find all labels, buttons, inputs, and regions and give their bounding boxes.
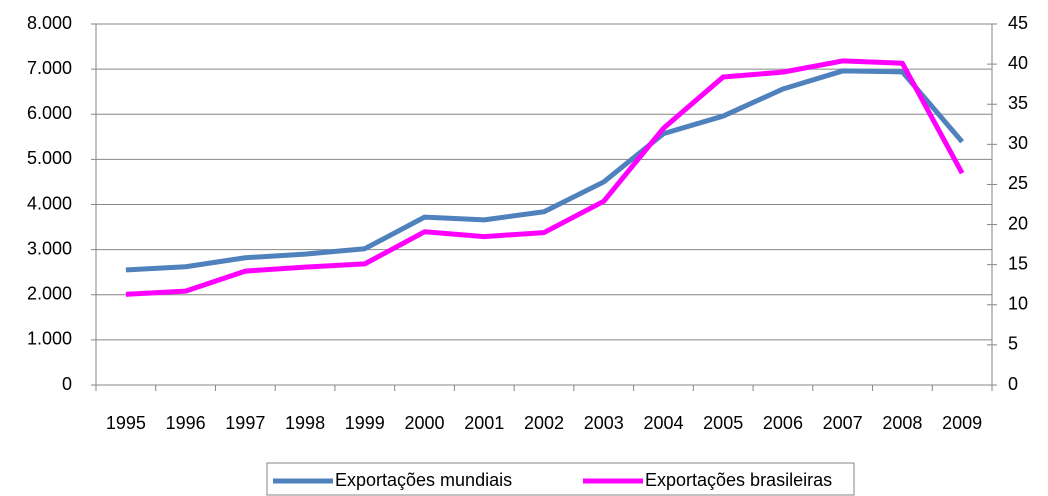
legend-label: Exportações mundiais [335, 470, 512, 490]
x-tick-label: 2001 [464, 413, 504, 433]
y2-tick-label: 40 [1008, 53, 1028, 73]
y2-tick-label: 0 [1008, 374, 1018, 394]
y-tick-label: 4.000 [27, 193, 72, 213]
y-tick-label: 5.000 [27, 148, 72, 168]
y-tick-label: 1.000 [27, 329, 72, 349]
y2-tick-label: 45 [1008, 13, 1028, 33]
y-tick-label: 3.000 [27, 238, 72, 258]
y-tick-label: 6.000 [27, 103, 72, 123]
x-tick-label: 1995 [106, 413, 146, 433]
series-line [125, 68, 965, 273]
y2-tick-label: 35 [1008, 93, 1028, 113]
x-tick-label: 2003 [584, 413, 624, 433]
y-tick-label: 7.000 [27, 58, 72, 78]
x-tick-label: 1998 [285, 413, 325, 433]
x-tick-label: 1996 [166, 413, 206, 433]
x-tick-label: 2005 [703, 413, 743, 433]
x-tick-label: 2004 [643, 413, 683, 433]
legend-box [266, 462, 855, 496]
x-tick-label: 2002 [524, 413, 564, 433]
y2-tick-label: 10 [1008, 294, 1028, 314]
y2-tick-label: 15 [1008, 253, 1028, 273]
x-tick-label: 1997 [225, 413, 265, 433]
y-tick-label: 2.000 [27, 284, 72, 304]
x-tick-label: 2006 [763, 413, 803, 433]
y-tick-label: 0 [62, 374, 72, 394]
x-tick-label: 1999 [345, 413, 385, 433]
y2-tick-label: 30 [1008, 133, 1028, 153]
legend-label: Exportações brasileiras [645, 470, 832, 490]
series-line [125, 58, 965, 297]
y-tick-label: 8.000 [27, 13, 72, 33]
x-tick-label: 2009 [942, 413, 982, 433]
x-tick-label: 2007 [823, 413, 863, 433]
x-tick-label: 2000 [405, 413, 445, 433]
y2-tick-label: 20 [1008, 213, 1028, 233]
y2-tick-label: 25 [1008, 173, 1028, 193]
y2-tick-label: 5 [1008, 334, 1018, 354]
x-tick-label: 2008 [882, 413, 922, 433]
